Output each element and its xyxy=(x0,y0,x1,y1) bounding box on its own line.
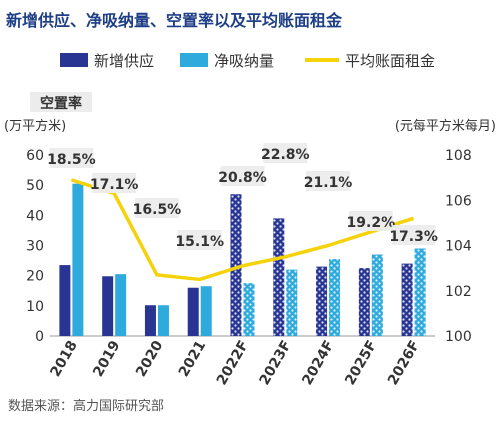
vacancy-label-2: 16.5% xyxy=(133,202,182,218)
category-label-2021: 2021 xyxy=(176,338,209,380)
bar-absorption-2021 xyxy=(200,286,212,336)
vacancy-label-5: 22.8% xyxy=(261,147,310,163)
right-tick-1: 102 xyxy=(445,284,472,300)
vacancy-label-bg-6 xyxy=(306,171,351,191)
category-label-2023F: 2023F xyxy=(257,338,295,388)
bar-supply-2019 xyxy=(102,276,114,336)
vacancy-label-bg-5 xyxy=(263,143,308,163)
bar-absorption-2026F xyxy=(414,248,426,336)
vacancy-header: 空置率 xyxy=(40,95,82,112)
legend-label-2: 平均账面租金 xyxy=(345,52,435,70)
vacancy-label-8: 17.3% xyxy=(389,229,438,245)
left-tick-6: 60 xyxy=(26,148,44,164)
source-note: 数据来源：高力国际研究部 xyxy=(8,398,164,414)
bar-absorption-2024F xyxy=(329,259,341,336)
left-tick-0: 0 xyxy=(35,329,44,345)
left-tick-5: 50 xyxy=(26,178,44,194)
vacancy-label-7: 19.2% xyxy=(347,215,396,231)
bar-absorption-2020 xyxy=(157,305,169,336)
left-tick-3: 30 xyxy=(26,239,44,255)
chart-title: 新增供应、净吸纳量、空置率以及平均账面租金 xyxy=(6,11,343,30)
bar-absorption-2019 xyxy=(115,274,127,336)
vacancy-label-4: 20.8% xyxy=(218,170,267,186)
vacancy-label-bg-0 xyxy=(49,148,94,168)
left-tick-2: 20 xyxy=(26,269,44,285)
vacancy-label-6: 21.1% xyxy=(304,175,353,191)
category-label-2026F: 2026F xyxy=(385,338,423,388)
vacancy-label-bg-8 xyxy=(391,225,436,245)
category-label-2018: 2018 xyxy=(48,338,81,380)
category-label-2019: 2019 xyxy=(90,338,123,380)
bar-supply-2026F xyxy=(401,263,413,336)
bar-absorption-2018 xyxy=(72,183,84,336)
legend-label-0: 新增供应 xyxy=(94,52,154,70)
bar-absorption-2022F xyxy=(243,283,255,336)
category-label-2025F: 2025F xyxy=(342,338,380,388)
bar-absorption-2023F xyxy=(286,269,298,336)
left-axis-unit: (万平方米) xyxy=(4,118,66,134)
bar-supply-2018 xyxy=(59,265,71,336)
vacancy-label-bg-2 xyxy=(134,198,179,218)
bar-supply-2025F xyxy=(358,268,370,336)
vacancy-label-0: 18.5% xyxy=(47,152,96,168)
legend-label-1: 净吸纳量 xyxy=(214,52,274,70)
category-label-2022F: 2022F xyxy=(214,338,252,388)
vacancy-label-bg-4 xyxy=(220,166,265,186)
bar-supply-2021 xyxy=(187,287,199,336)
category-label-2020: 2020 xyxy=(133,338,166,380)
left-tick-1: 10 xyxy=(26,299,44,315)
vacancy-label-bg-1 xyxy=(92,173,137,193)
left-tick-4: 40 xyxy=(26,208,44,224)
vacancy-header-bg xyxy=(30,92,92,112)
rent-line xyxy=(70,178,415,282)
bar-supply-2023F xyxy=(273,218,285,336)
right-tick-4: 108 xyxy=(445,148,472,164)
right-tick-2: 104 xyxy=(445,239,472,255)
bar-supply-2020 xyxy=(144,305,156,336)
right-tick-0: 100 xyxy=(445,329,472,345)
legend-swatch-1 xyxy=(180,53,208,67)
legend-swatch-0 xyxy=(60,53,88,67)
category-label-2024F: 2024F xyxy=(299,338,337,388)
bar-supply-2024F xyxy=(316,266,328,336)
vacancy-label-1: 17.1% xyxy=(90,177,139,193)
right-tick-3: 106 xyxy=(445,193,472,209)
vacancy-label-bg-3 xyxy=(177,230,222,250)
vacancy-label-bg-7 xyxy=(348,211,393,231)
bar-absorption-2025F xyxy=(371,254,383,336)
right-axis-unit: (元每平方米每月) xyxy=(395,118,496,134)
vacancy-label-3: 15.1% xyxy=(175,234,224,250)
bar-supply-2022F xyxy=(230,194,242,336)
